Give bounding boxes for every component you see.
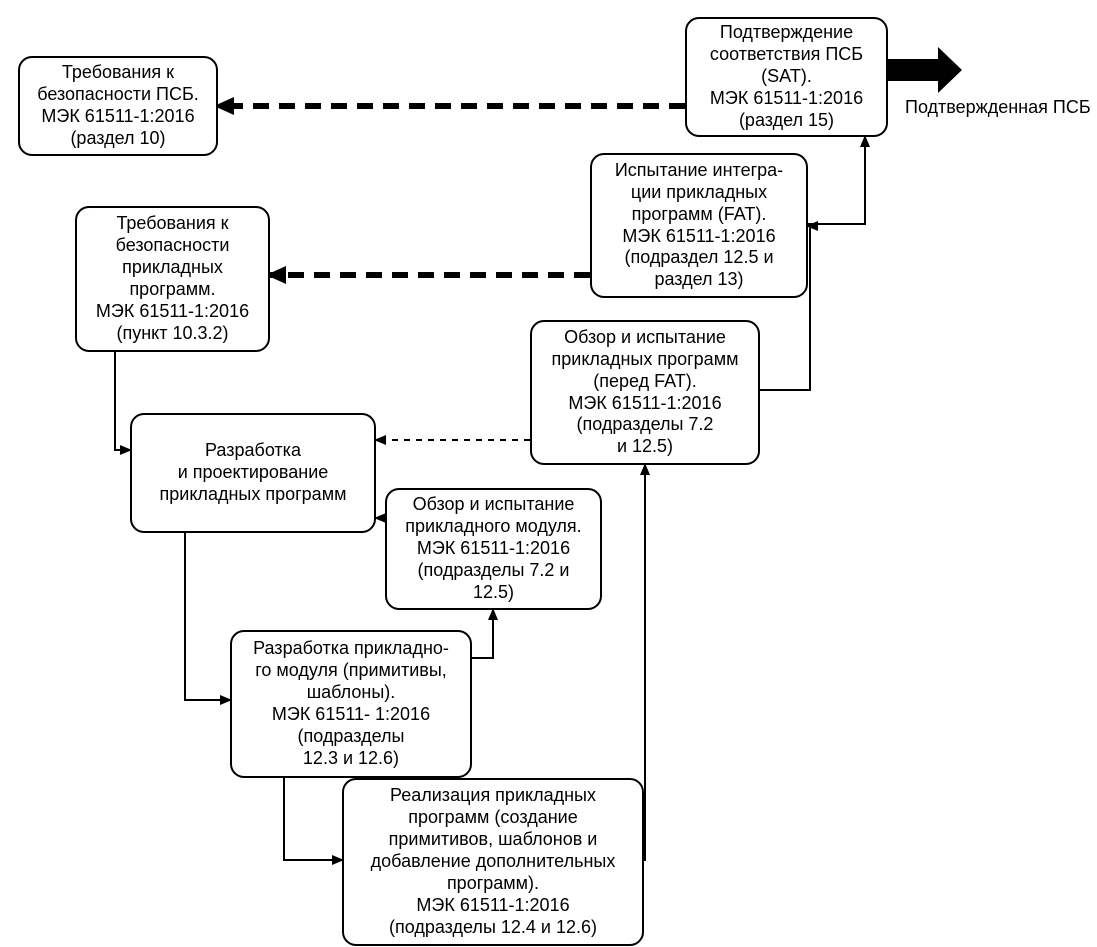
node-label: Обзор и испытание прикладных программ (п… xyxy=(552,327,739,459)
edge-e_n4_n2 xyxy=(808,137,865,224)
edge-e_n3_n5 xyxy=(115,352,130,450)
node-n7: Обзор и испытание прикладного модуля. МЭ… xyxy=(385,488,602,610)
node-n3: Требования к безопасности прикладных про… xyxy=(75,206,270,352)
node-n8: Разработка прикладно- го модуля (примити… xyxy=(230,630,472,778)
edge-e_n9_n6 xyxy=(644,465,645,860)
node-n1: Требования к безопасности ПСБ. МЭК 61511… xyxy=(18,56,218,156)
node-label: Испытание интегра- ции прикладных програ… xyxy=(615,160,783,292)
edge-e_n5_n8 xyxy=(185,533,230,700)
node-label: Реализация прикладных программ (создание… xyxy=(371,785,616,939)
edge-e_n8_n7 xyxy=(472,610,493,658)
node-label: Разработка и проектирование прикладных п… xyxy=(160,440,347,506)
edge-e_n8_n9 xyxy=(284,778,342,860)
node-n9: Реализация прикладных программ (создание… xyxy=(342,778,644,946)
node-n4: Испытание интегра- ции прикладных програ… xyxy=(590,153,808,298)
node-n6: Обзор и испытание прикладных программ (п… xyxy=(530,320,760,465)
label-out: Подтвержденная ПСБ xyxy=(905,97,1091,118)
node-n2: Подтверждение соответствия ПСБ (SAT). МЭ… xyxy=(685,17,888,137)
output-block-arrow xyxy=(888,47,962,93)
node-label: Требования к безопасности прикладных про… xyxy=(96,213,249,345)
node-label: Разработка прикладно- го модуля (примити… xyxy=(253,638,449,770)
node-label: Обзор и испытание прикладного модуля. МЭ… xyxy=(405,494,581,604)
flowchart-canvas: Требования к безопасности ПСБ. МЭК 61511… xyxy=(0,0,1097,947)
node-label: Требования к безопасности ПСБ. МЭК 61511… xyxy=(37,62,199,150)
node-n5: Разработка и проектирование прикладных п… xyxy=(130,413,376,533)
node-label: Подтверждение соответствия ПСБ (SAT). МЭ… xyxy=(710,22,863,132)
